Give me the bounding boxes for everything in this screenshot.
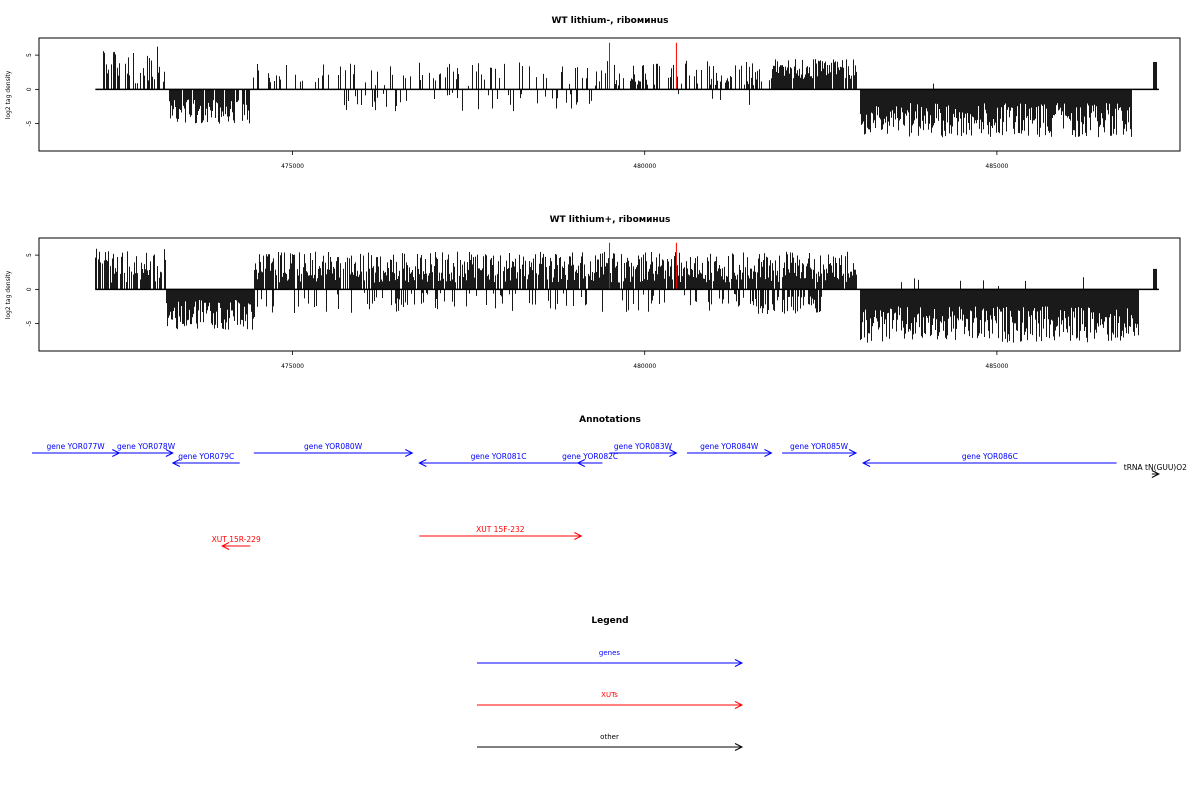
arrow-head-icon [734, 701, 744, 709]
feature-label: XUT 15F-232 [476, 525, 525, 534]
y-axis-label: log2 tag density [5, 270, 12, 319]
legend-label: XUTs [601, 691, 618, 699]
x-tick-label: 475000 [281, 163, 304, 170]
track-panel-lithium-plus: WT lithium+, riboминus log2 tag density … [5, 215, 1181, 370]
feature-label: gene YOR083W [614, 442, 673, 451]
feature-xut: XUT 15F-232 [419, 525, 583, 540]
feature-gene: gene YOR078W [117, 442, 176, 457]
x-tick-label: 485000 [985, 163, 1008, 170]
x-tick-label: 475000 [281, 363, 304, 370]
arrow-head-icon [221, 542, 230, 550]
annotation-track: Annotations gene YOR077W gene YOR078Wgene… [31, 415, 1187, 550]
feature-gene: gene YOR081C [418, 452, 578, 467]
feature-gene: gene YOR083W [609, 442, 678, 457]
feature-label: gene YOR086C [962, 452, 1018, 461]
y-axis: 5 0 -5 [26, 253, 39, 327]
plot-frame [38, 37, 1181, 152]
panel-title: WT lithium-, riboминus [551, 16, 668, 26]
arrow-head-icon [576, 459, 586, 467]
highlight-lines [609, 42, 677, 90]
arrow-head-icon [734, 659, 744, 667]
feature-label: XUT 15R-229 [212, 535, 261, 544]
legend-item: genes [477, 649, 744, 667]
feature-label: gene YOR080W [304, 442, 363, 451]
feature-gene: gene YOR082C [562, 452, 618, 467]
legend-item: XUTs [477, 691, 744, 709]
feature-label: gene YOR084W [700, 442, 759, 451]
feature-gene: gene YOR077W [31, 442, 121, 457]
feature-label: gene YOR082C [562, 452, 618, 461]
arrow-head-icon [165, 449, 174, 457]
y-tick-label: 5 [26, 253, 33, 257]
y-tick-label: -5 [26, 120, 33, 126]
arrow-head-icon [669, 449, 678, 457]
y-tick-label: 0 [26, 87, 33, 91]
legend-title: Legend [591, 616, 628, 626]
feature-label: tRNA tN(GUU)O2 [1124, 463, 1187, 472]
feature-label: gene YOR085W [790, 442, 849, 451]
x-tick-label: 480000 [633, 363, 656, 370]
x-tick-label: 480000 [633, 163, 656, 170]
feature-xut: XUT 15R-229 [212, 535, 261, 550]
feature-label: gene YOR081C [471, 452, 527, 461]
feature-gene: gene YOR079C [171, 452, 240, 467]
x-axis: 475000 480000 485000 [281, 351, 1009, 370]
arrow-head-icon [405, 449, 414, 457]
legend-label: other [600, 733, 619, 741]
y-tick-label: 0 [26, 287, 33, 291]
y-axis-label: log2 tag density [5, 70, 12, 119]
legend-label: genes [599, 649, 620, 657]
coverage-bars [103, 46, 1157, 138]
feature-gene: gene YOR086C [861, 452, 1117, 467]
feature-label: gene YOR079C [178, 452, 234, 461]
feature-label: gene YOR078W [117, 442, 176, 451]
arrow-head-icon [734, 743, 744, 751]
y-tick-label: 5 [26, 53, 33, 57]
annotations-title: Annotations [579, 415, 641, 425]
feature-gene: gene YOR080W [253, 442, 414, 457]
plot-frame [38, 237, 1181, 352]
y-tick-label: -5 [26, 320, 33, 326]
feature-other: tRNA tN(GUU)O2 [1124, 463, 1187, 478]
x-axis: 475000 480000 485000 [281, 151, 1009, 170]
feature-gene: gene YOR084W [686, 442, 773, 457]
coverage-bars [95, 248, 1157, 343]
y-axis: 5 0 -5 [26, 53, 39, 127]
arrow-head-icon [171, 459, 181, 467]
highlight-lines [609, 242, 677, 290]
arrow-head-icon [1151, 470, 1160, 478]
arrow-head-icon [764, 449, 773, 457]
track-panel-lithium-minus: WT lithium-, riboминus log2 tag density … [5, 16, 1181, 170]
arrow-head-icon [861, 459, 871, 467]
feature-label: gene YOR077W [47, 442, 106, 451]
x-tick-label: 485000 [985, 363, 1008, 370]
legend: Legend genes XUTs other [477, 616, 744, 751]
arrow-head-icon [418, 459, 427, 467]
legend-item: other [477, 733, 744, 751]
legend-items: genes XUTs other [477, 649, 744, 751]
arrow-head-icon [574, 532, 583, 540]
feature-gene: gene YOR085W [782, 442, 858, 457]
arrow-head-icon [848, 449, 858, 457]
panel-title: WT lithium+, riboминus [550, 215, 671, 225]
